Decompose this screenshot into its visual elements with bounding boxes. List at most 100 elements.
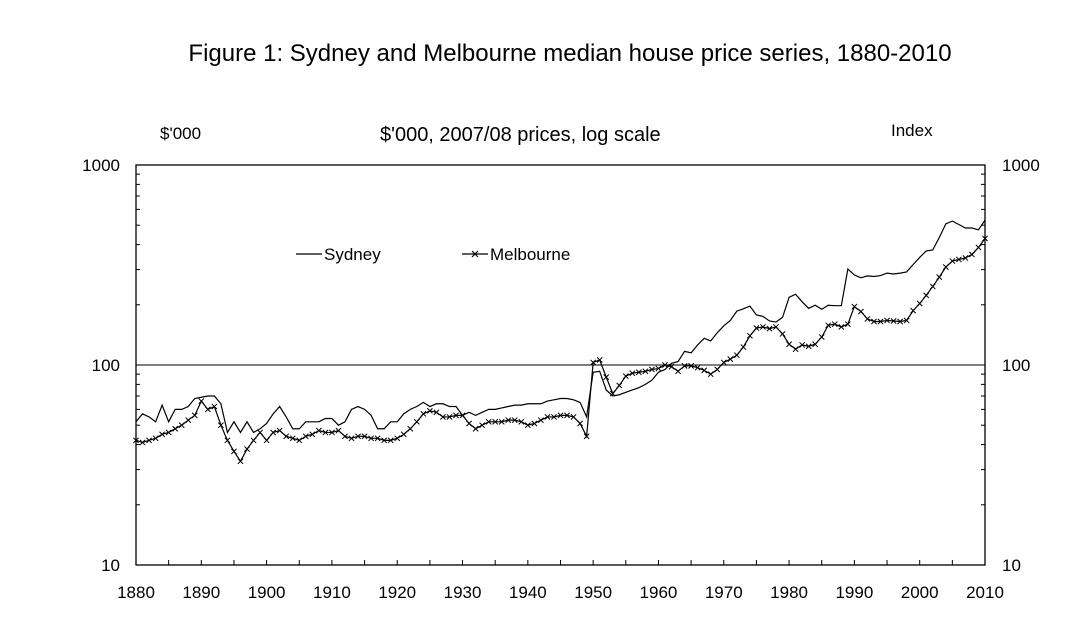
data-point-melbourne [831, 321, 838, 328]
data-point-melbourne [635, 369, 642, 376]
y-axis-left-unit: $'000 [160, 124, 202, 143]
y-axis-right-unit: Index [891, 121, 933, 140]
data-point-melbourne [955, 256, 962, 263]
data-point-melbourne [511, 417, 518, 424]
data-point-melbourne [172, 425, 179, 432]
data-point-melbourne [505, 417, 512, 424]
data-point-melbourne [302, 433, 309, 440]
data-point-melbourne [224, 437, 231, 444]
y-axis-right: 10 100 1000 [979, 156, 1040, 575]
data-point-melbourne [191, 412, 198, 419]
data-point-melbourne [237, 458, 244, 465]
data-point-melbourne [668, 363, 675, 370]
legend-label-melbourne: Melbourne [490, 245, 570, 264]
data-point-melbourne [590, 359, 597, 366]
data-point-melbourne [975, 244, 982, 251]
data-point-melbourne [753, 325, 760, 332]
data-point-melbourne [701, 367, 708, 374]
data-point-melbourne [897, 318, 904, 325]
data-point-melbourne [720, 359, 727, 366]
data-point-melbourne [211, 403, 218, 410]
data-point-melbourne [968, 251, 975, 258]
data-point-melbourne [433, 409, 440, 416]
data-point-melbourne [714, 366, 721, 373]
y-tick-label-left: 10 [101, 556, 120, 575]
x-tick-label: 1960 [640, 583, 678, 602]
x-tick-label: 1890 [182, 583, 220, 602]
x-tick-label: 1980 [770, 583, 808, 602]
data-point-melbourne [381, 437, 388, 444]
data-point-melbourne [244, 446, 250, 452]
data-point-melbourne [159, 431, 166, 438]
data-point-melbourne [642, 368, 649, 375]
data-point-melbourne [283, 433, 290, 440]
data-point-melbourne [622, 373, 629, 380]
data-point-melbourne [335, 427, 342, 434]
data-point-melbourne [877, 318, 884, 325]
data-point-melbourne [818, 334, 825, 340]
x-tick-label: 1910 [313, 583, 351, 602]
data-point-melbourne [479, 422, 486, 429]
data-point-melbourne [603, 374, 610, 381]
data-point-melbourne [936, 274, 943, 281]
legend-label-sydney: Sydney [324, 245, 381, 264]
data-point-melbourne [152, 435, 159, 442]
data-point-melbourne [544, 413, 551, 420]
data-point-melbourne [407, 425, 414, 432]
data-point-melbourne [387, 437, 394, 444]
series-layer [133, 219, 988, 465]
data-point-melbourne [518, 418, 525, 425]
data-point-melbourne [733, 352, 740, 359]
x-tick-label: 1990 [835, 583, 873, 602]
legend-marker-melbourne [471, 250, 479, 258]
data-point-melbourne [466, 420, 473, 427]
data-point-melbourne [740, 344, 747, 350]
data-point-melbourne [296, 437, 303, 444]
series-line-sydney [135, 219, 986, 435]
data-point-melbourne [557, 412, 564, 419]
data-point-melbourne [524, 422, 531, 429]
data-point-melbourne [133, 437, 139, 444]
data-point-melbourne [884, 317, 890, 324]
data-point-melbourne [616, 382, 623, 389]
data-point-melbourne [707, 371, 714, 378]
x-tick-label: 2000 [901, 583, 939, 602]
data-point-melbourne [459, 412, 466, 419]
data-point-melbourne [844, 321, 851, 328]
data-point-melbourne [773, 323, 779, 330]
data-point-melbourne [564, 412, 570, 419]
data-point-melbourne [368, 435, 375, 442]
data-point-melbourne [531, 420, 538, 427]
legend: Sydney Melbourne [296, 245, 570, 264]
data-point-melbourne [537, 417, 544, 424]
data-point-melbourne [688, 362, 695, 369]
data-point-melbourne [289, 435, 296, 442]
x-tick-label: 1970 [705, 583, 743, 602]
data-point-melbourne [799, 341, 806, 348]
data-point-melbourne [185, 417, 192, 424]
chart-subtitle: $'000, 2007/08 prices, log scale [380, 124, 661, 146]
x-tick-label: 1950 [574, 583, 612, 602]
data-point-melbourne [485, 418, 492, 425]
data-point-melbourne [962, 254, 969, 261]
x-tick-label: 2010 [966, 583, 1004, 602]
data-point-melbourne [942, 264, 949, 270]
chart-title: Figure 1: Sydney and Melbourne median ho… [188, 40, 952, 67]
data-point-melbourne [825, 322, 832, 329]
series-line-melbourne [135, 238, 986, 463]
data-point-melbourne [694, 364, 701, 371]
data-point-melbourne [250, 437, 257, 444]
data-point-melbourne [446, 413, 453, 420]
data-point-melbourne [779, 330, 786, 337]
data-point-melbourne [910, 307, 917, 314]
data-point-melbourne [916, 300, 923, 307]
y-tick-label-left: 1000 [82, 156, 120, 175]
data-point-melbourne [727, 356, 734, 363]
data-point-melbourne [146, 437, 153, 444]
data-point-melbourne [204, 406, 211, 413]
data-point-melbourne [746, 332, 753, 339]
data-point-melbourne [577, 420, 584, 427]
data-point-melbourne [551, 413, 557, 420]
data-point-melbourne [583, 433, 590, 440]
